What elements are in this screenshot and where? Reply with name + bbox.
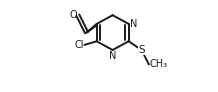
Text: Cl: Cl: [74, 40, 84, 50]
Text: S: S: [138, 45, 145, 55]
Text: N: N: [109, 51, 116, 61]
Text: CH₃: CH₃: [150, 60, 168, 69]
Text: N: N: [130, 19, 137, 29]
Text: O: O: [70, 10, 77, 20]
